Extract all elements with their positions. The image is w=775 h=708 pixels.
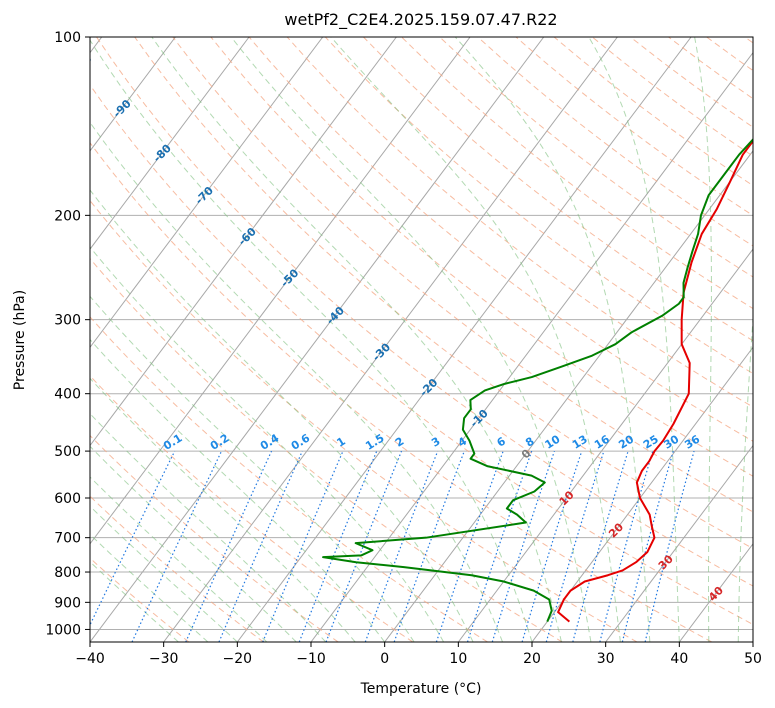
- x-tick-label: −10: [296, 651, 326, 667]
- mixing-ratio-line: [572, 450, 629, 642]
- plot-background: [90, 37, 753, 642]
- chart-title: wetPf2_C2E4.2025.159.07.47.R22: [284, 10, 557, 30]
- dry-adiabat-line: [90, 257, 563, 642]
- dry-adiabat-line: [90, 84, 753, 626]
- x-tick-label: −20: [223, 651, 253, 667]
- moist-adiabat-line: [90, 533, 209, 642]
- dry-adiabat-line: [172, 37, 753, 513]
- moist-adiabat-line: [90, 561, 179, 642]
- isotherm-line: [90, 37, 545, 642]
- x-axis: −40 −30 −20 −10 0 10 20 30 40 50: [75, 642, 762, 667]
- x-tick-label: 0: [380, 651, 389, 667]
- mixing-ratio-line: [621, 450, 674, 642]
- isotherm-line: [90, 37, 324, 349]
- mixing-ratio-line: [185, 450, 273, 642]
- isotherm-line: [605, 444, 753, 642]
- moist-adiabats: [90, 37, 753, 642]
- plot-frame: [89, 36, 754, 643]
- mixing-ratio-line: [644, 450, 695, 642]
- mixing-ratio-line: [364, 450, 439, 642]
- moist-adiabat-line: [90, 505, 238, 642]
- y-tick-label: 200: [54, 208, 81, 224]
- mixing-ratio-lines: [90, 450, 695, 642]
- mixing-ratio-line: [435, 450, 504, 642]
- dry-adiabat-line: [96, 37, 753, 587]
- moist-adiabat-line: [694, 37, 712, 642]
- mixing-ratio-line: [393, 450, 465, 642]
- moist-adiabat-line: [230, 37, 592, 642]
- isotherm-line: [90, 37, 250, 250]
- dry-adiabat-line: [134, 37, 753, 550]
- mixing-ratio-line: [298, 450, 378, 642]
- isotherm-line: [163, 37, 618, 642]
- mixing-ratio-line: [218, 450, 303, 642]
- dry-adiabat-line: [90, 142, 712, 642]
- mixing-ratio-line: [466, 450, 533, 642]
- x-tick-label: 10: [449, 651, 467, 667]
- moist-adiabat-line: [90, 338, 386, 642]
- y-tick-label: 400: [54, 387, 81, 403]
- dry-adiabat-line: [248, 37, 753, 442]
- sounding-series: [322, 138, 753, 623]
- y-tick-label: 800: [54, 565, 81, 581]
- moist-adiabat-line: [151, 37, 562, 642]
- y-tick-label: 600: [54, 491, 81, 507]
- moist-adiabat-line: [90, 476, 268, 642]
- isotherm-line: [384, 150, 753, 642]
- x-tick-label: 40: [670, 651, 688, 667]
- isotherm-line: [236, 37, 692, 642]
- dry-adiabat-line: [401, 37, 753, 310]
- moist-adiabat-line: [90, 445, 297, 642]
- isotherm-line: [457, 248, 753, 642]
- y-tick-label: 900: [54, 595, 81, 611]
- x-tick-label: 30: [597, 651, 615, 667]
- mixing-ratio-line: [90, 450, 176, 627]
- mixing-ratio-line: [491, 450, 555, 642]
- isotherm-line: [531, 346, 753, 642]
- y-tick-label: 700: [54, 531, 81, 547]
- x-axis-label: Temperature (°C): [360, 681, 482, 697]
- moist-adiabat-line: [90, 121, 503, 642]
- dry-adiabat-line: [90, 375, 414, 642]
- temperature-profile-line: [557, 139, 753, 623]
- moist-adiabat-line: [90, 412, 327, 642]
- isotherm-line: [90, 37, 397, 447]
- plot-area: -100-90-80-70-60-50-40-30-20-10010203040…: [90, 37, 753, 642]
- dry-adiabat-line: [210, 37, 753, 477]
- x-tick-label: 50: [744, 651, 762, 667]
- mixing-ratio-line: [325, 450, 403, 642]
- y-axis-label: Pressure (hPa): [12, 290, 28, 390]
- moist-adiabat-line: [90, 295, 415, 642]
- x-tick-label: 20: [523, 651, 541, 667]
- x-tick-label: −30: [149, 651, 179, 667]
- y-tick-label: 300: [54, 313, 81, 329]
- isotherm-line: [752, 641, 753, 642]
- dry-adiabat-line: [90, 199, 638, 642]
- x-tick-label: −40: [75, 651, 105, 667]
- moist-adiabat-line: [90, 39, 533, 642]
- y-axis: 100 200 300 400 500 600 700 800 900 1000: [45, 30, 90, 638]
- isotherm-line: [90, 37, 176, 152]
- y-tick-label: 500: [54, 444, 81, 460]
- moist-adiabat-line: [330, 37, 621, 642]
- moist-adiabat-line: [588, 37, 680, 642]
- dewpoint-profile-line: [322, 138, 753, 622]
- isotherm-line: [90, 37, 471, 545]
- y-tick-label: 1000: [45, 622, 81, 638]
- mixing-ratio-line: [545, 450, 605, 642]
- moist-adiabat-line: [737, 311, 753, 642]
- dry-adiabat-line: [363, 37, 753, 342]
- mixing-ratio-line: [262, 450, 344, 642]
- y-tick-label: 100: [54, 30, 81, 46]
- dry-adiabats: [90, 37, 753, 642]
- mixing-ratio-line: [521, 450, 583, 642]
